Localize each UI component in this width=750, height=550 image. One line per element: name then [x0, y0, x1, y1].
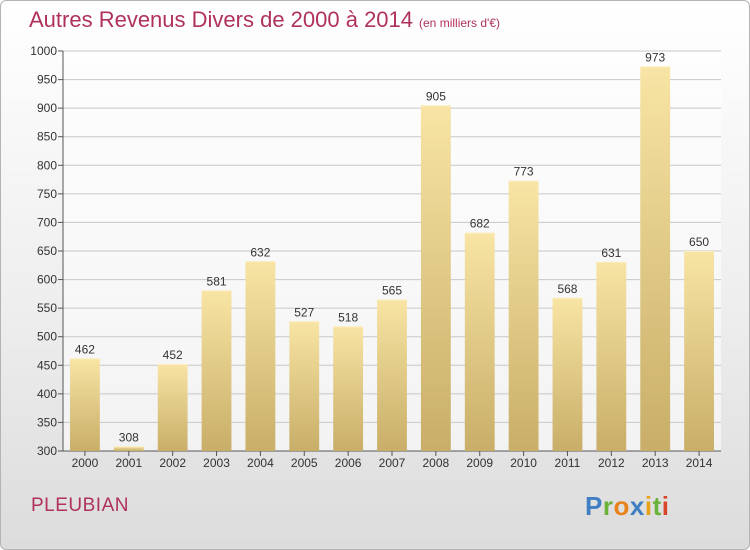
bar — [289, 321, 320, 451]
x-tick-label: 2008 — [423, 456, 450, 470]
data-label: 682 — [470, 217, 490, 231]
y-tick-label: 900 — [37, 101, 57, 115]
bar — [113, 446, 144, 451]
bar — [464, 232, 495, 451]
bar — [70, 358, 100, 451]
y-tick-label: 800 — [37, 158, 57, 172]
data-label: 773 — [514, 165, 534, 179]
data-label: 650 — [689, 235, 709, 249]
x-tick-label: 2007 — [379, 456, 406, 470]
y-tick-label: 750 — [37, 187, 57, 201]
bar — [684, 251, 714, 451]
x-tick-label: 2010 — [510, 456, 537, 470]
y-tick-label: 300 — [37, 444, 57, 458]
bar — [201, 290, 232, 451]
y-tick-label: 400 — [37, 387, 57, 401]
data-label: 565 — [382, 284, 402, 298]
y-tick-label: 550 — [37, 301, 57, 315]
x-tick-label: 2004 — [247, 456, 274, 470]
data-label: 308 — [119, 430, 139, 444]
y-tick-label: 650 — [37, 244, 57, 258]
data-label: 973 — [645, 50, 665, 64]
chart-title: Autres Revenus Divers de 2000 à 2014 (en … — [29, 7, 500, 33]
data-label: 518 — [338, 310, 358, 324]
bar — [245, 261, 276, 451]
chart-title-text: Autres Revenus Divers de 2000 à 2014 — [29, 7, 414, 32]
x-tick-label: 2003 — [203, 456, 230, 470]
data-label: 527 — [294, 305, 314, 319]
y-tick-label: 600 — [37, 273, 57, 287]
bar — [552, 297, 583, 451]
x-tick-label: 2014 — [686, 456, 713, 470]
y-tick-label: 350 — [37, 415, 57, 429]
x-tick-label: 2009 — [466, 456, 493, 470]
x-tick-label: 2006 — [335, 456, 362, 470]
data-label: 632 — [250, 245, 270, 259]
bar — [333, 326, 364, 451]
y-tick-label: 950 — [37, 73, 57, 87]
data-label: 631 — [601, 246, 621, 260]
data-label: 462 — [75, 342, 95, 356]
x-tick-label: 2001 — [115, 456, 142, 470]
town-name: PLEUBIAN — [31, 495, 129, 516]
bar — [640, 66, 671, 451]
y-tick-label: 450 — [37, 358, 57, 372]
data-label: 568 — [557, 282, 577, 296]
y-tick-label: 1000 — [30, 44, 57, 58]
x-tick-label: 2011 — [555, 456, 581, 470]
bar — [596, 261, 627, 451]
proxiti-logo: Proxiti — [585, 491, 670, 521]
data-label: 905 — [426, 89, 446, 103]
x-tick-label: 2000 — [72, 456, 99, 470]
data-label: 452 — [163, 348, 183, 362]
x-tick-label: 2005 — [291, 456, 318, 470]
data-label: 581 — [207, 274, 227, 288]
x-tick-label: 2002 — [159, 456, 186, 470]
chart-unit: (en milliers d'€) — [419, 16, 500, 30]
y-tick-label: 850 — [37, 130, 57, 144]
bar — [508, 180, 539, 451]
bar — [420, 105, 451, 452]
bar — [157, 364, 188, 451]
x-tick-label: 2013 — [642, 456, 669, 470]
bar — [377, 299, 407, 451]
y-tick-label: 500 — [37, 330, 57, 344]
x-tick-label: 2012 — [598, 456, 625, 470]
y-tick-label: 700 — [37, 215, 57, 229]
